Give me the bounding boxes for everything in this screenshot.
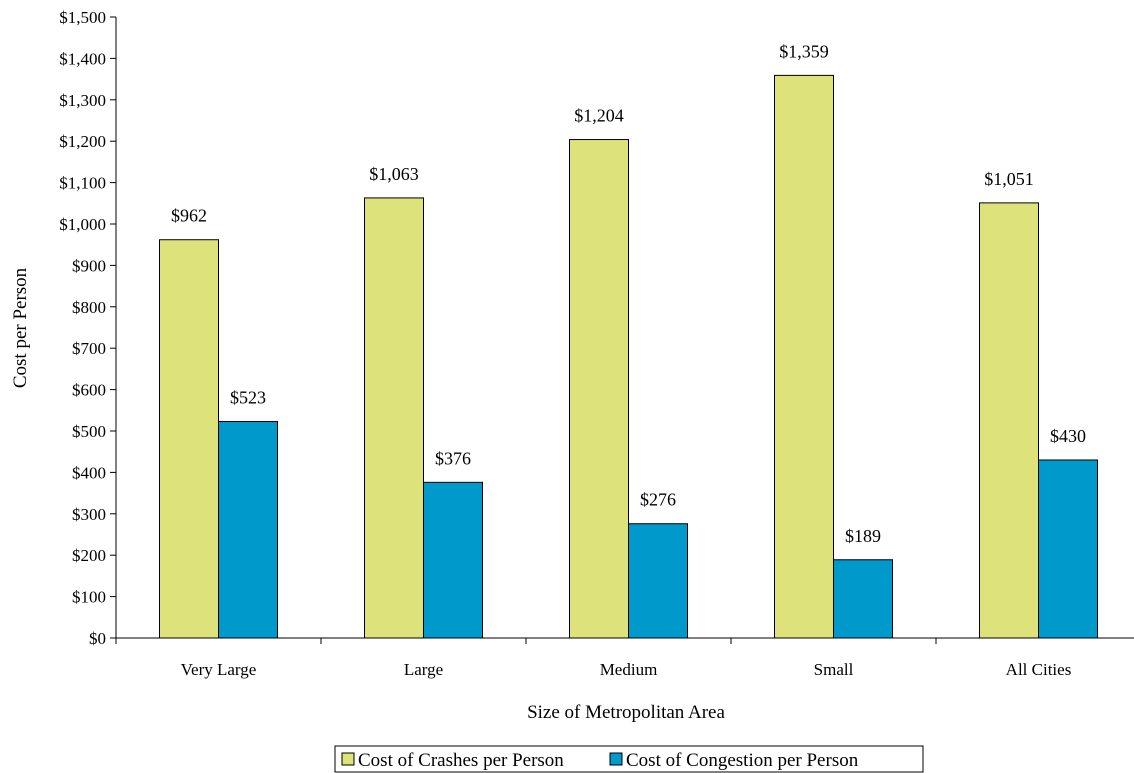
- x-tick-label: Very Large: [181, 660, 257, 679]
- bar: [979, 202, 1039, 639]
- data-label: $430: [1050, 426, 1086, 446]
- x-tick-label: Small: [814, 660, 854, 679]
- legend-swatch: [609, 752, 623, 766]
- y-tick-label: $300: [72, 505, 106, 524]
- data-label: $189: [845, 526, 881, 546]
- labels-layer: Very Large $962 $523 Large $1,063 $376 Medium $…: [171, 41, 1086, 679]
- x-tick-label: Large: [404, 660, 443, 679]
- y-tick-label: $400: [72, 463, 106, 482]
- y-tick-label: $100: [72, 588, 106, 607]
- y-tick-label: $1,100: [59, 174, 106, 193]
- data-label: $1,063: [369, 164, 419, 184]
- y-tick-label: $900: [72, 256, 106, 275]
- data-label: $276: [640, 490, 676, 510]
- y-tick-label: $500: [72, 422, 106, 441]
- data-label: $1,204: [574, 106, 624, 126]
- legend-label: Cost of Crashes per Person: [358, 750, 564, 771]
- bar: [364, 197, 424, 639]
- y-tick-label: $600: [72, 381, 106, 400]
- bar: [218, 420, 278, 639]
- x-tick-label: All Cities: [1006, 660, 1072, 679]
- y-tick-label: $1,200: [59, 132, 106, 151]
- bar: [628, 523, 688, 639]
- y-tick-label: $1,500: [59, 8, 106, 27]
- legend-label: Cost of Congestion per Person: [626, 750, 859, 771]
- x-tick-label: Medium: [600, 660, 658, 679]
- data-label: $962: [171, 206, 207, 226]
- y-tick-label: $0: [89, 629, 106, 648]
- legend: Cost of Crashes per Person Cost of Conges…: [334, 745, 924, 773]
- y-axis-title: Cost per Person: [10, 267, 31, 388]
- y-tick-label: $700: [72, 339, 106, 358]
- legend-swatch: [341, 752, 355, 766]
- data-label: $376: [435, 448, 471, 468]
- bar: [1038, 459, 1098, 639]
- x-axis-title: Size of Metropolitan Area: [527, 702, 725, 723]
- bar: [833, 559, 893, 639]
- y-tick-label: $200: [72, 546, 106, 565]
- y-tick-label: $1,000: [59, 215, 106, 234]
- bar: [569, 139, 629, 639]
- legend-box: [334, 745, 924, 773]
- bar: [774, 74, 834, 639]
- data-label: $1,359: [779, 41, 829, 61]
- data-label: $523: [230, 387, 266, 407]
- axes-layer: $0 $100 $200 $300 $400 $500 $600 $700 $800 $900 $1…: [59, 8, 1134, 648]
- y-tick-label: $1,300: [59, 91, 106, 110]
- y-tick-label: $800: [72, 298, 106, 317]
- bar: [423, 481, 483, 639]
- data-label: $1,051: [984, 169, 1034, 189]
- y-tick-label: $1,400: [59, 49, 106, 68]
- bar: [159, 239, 219, 639]
- bars-layer: [159, 74, 1098, 639]
